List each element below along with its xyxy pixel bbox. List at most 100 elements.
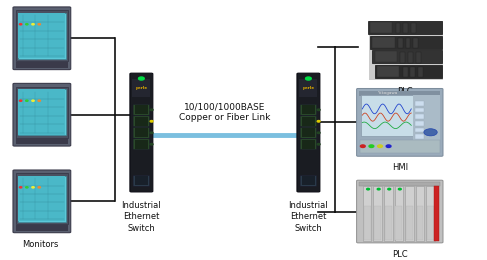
Bar [18,13,66,59]
FancyBboxPatch shape [356,88,443,156]
Circle shape [38,24,40,25]
Bar [18,89,65,135]
Text: perle: perle [302,86,315,90]
Bar [364,206,371,239]
Circle shape [138,77,144,80]
Bar [403,67,408,77]
Bar [18,13,65,58]
Circle shape [32,24,34,25]
Circle shape [150,121,153,122]
FancyBboxPatch shape [13,83,71,146]
Text: PLC: PLC [392,250,408,259]
Circle shape [360,145,365,147]
Bar [16,62,68,68]
Text: HMI: HMI [392,163,408,172]
Bar [135,176,148,185]
FancyBboxPatch shape [300,139,317,150]
Bar [370,22,392,33]
Text: perle: perle [135,86,148,90]
Bar [414,121,424,126]
Bar [394,186,403,241]
Bar [16,225,68,231]
Bar [396,23,400,33]
Circle shape [305,77,311,80]
Bar [418,67,423,77]
Circle shape [26,24,28,25]
Text: Monitors: Monitors [22,239,59,249]
FancyBboxPatch shape [300,105,317,115]
Circle shape [317,109,320,110]
Bar [373,50,442,63]
Text: Industrial
Ethernet
Switch: Industrial Ethernet Switch [122,201,161,232]
Bar [300,79,318,97]
Bar [135,105,148,114]
Circle shape [377,145,382,147]
Circle shape [19,100,22,101]
Circle shape [19,24,22,25]
Circle shape [388,188,391,190]
Bar [408,52,413,63]
FancyBboxPatch shape [300,176,317,186]
Bar [368,21,442,34]
Bar [414,108,424,112]
Circle shape [32,100,34,101]
Circle shape [377,188,380,190]
Bar [302,128,315,137]
Bar [400,52,405,63]
FancyBboxPatch shape [133,116,150,127]
Bar [414,101,424,106]
Bar [375,65,442,78]
Bar [426,186,435,241]
Bar [18,176,65,222]
FancyBboxPatch shape [13,170,71,233]
Bar [416,52,420,63]
Text: 10/100/1000BASE
Copper or Fiber Link: 10/100/1000BASE Copper or Fiber Link [179,102,271,122]
Bar [416,186,424,241]
Bar [16,10,68,61]
Bar [359,91,440,96]
Circle shape [317,132,320,134]
Bar [135,140,148,149]
Bar [427,206,434,239]
FancyBboxPatch shape [300,116,317,127]
Bar [359,183,440,186]
Bar [416,206,423,239]
Circle shape [150,132,153,134]
Bar [302,176,315,185]
Bar [411,67,415,77]
Circle shape [398,188,401,190]
Text: Industrial
Ethernet
Switch: Industrial Ethernet Switch [289,201,328,232]
Bar [132,79,150,97]
Circle shape [367,188,370,190]
Bar [411,23,416,33]
Circle shape [150,109,153,110]
FancyBboxPatch shape [356,180,443,243]
Bar [135,128,148,137]
Bar [405,186,414,241]
FancyBboxPatch shape [133,127,150,138]
Bar [385,206,392,239]
Bar [18,89,66,135]
Bar [302,140,315,149]
Circle shape [26,100,28,101]
Circle shape [386,145,391,147]
Circle shape [32,187,34,188]
Bar [302,105,315,114]
FancyBboxPatch shape [13,7,71,70]
Circle shape [38,187,40,188]
Circle shape [150,144,153,145]
Bar [384,186,393,241]
Bar [373,37,394,48]
Bar [414,134,424,139]
FancyBboxPatch shape [300,127,317,138]
Bar [375,51,397,62]
Bar [302,117,315,126]
Circle shape [369,145,374,147]
Bar [414,114,424,119]
Circle shape [38,100,40,101]
FancyBboxPatch shape [133,105,150,115]
FancyBboxPatch shape [133,139,150,150]
Bar [360,140,440,153]
Bar [16,138,68,144]
Bar [375,206,381,239]
